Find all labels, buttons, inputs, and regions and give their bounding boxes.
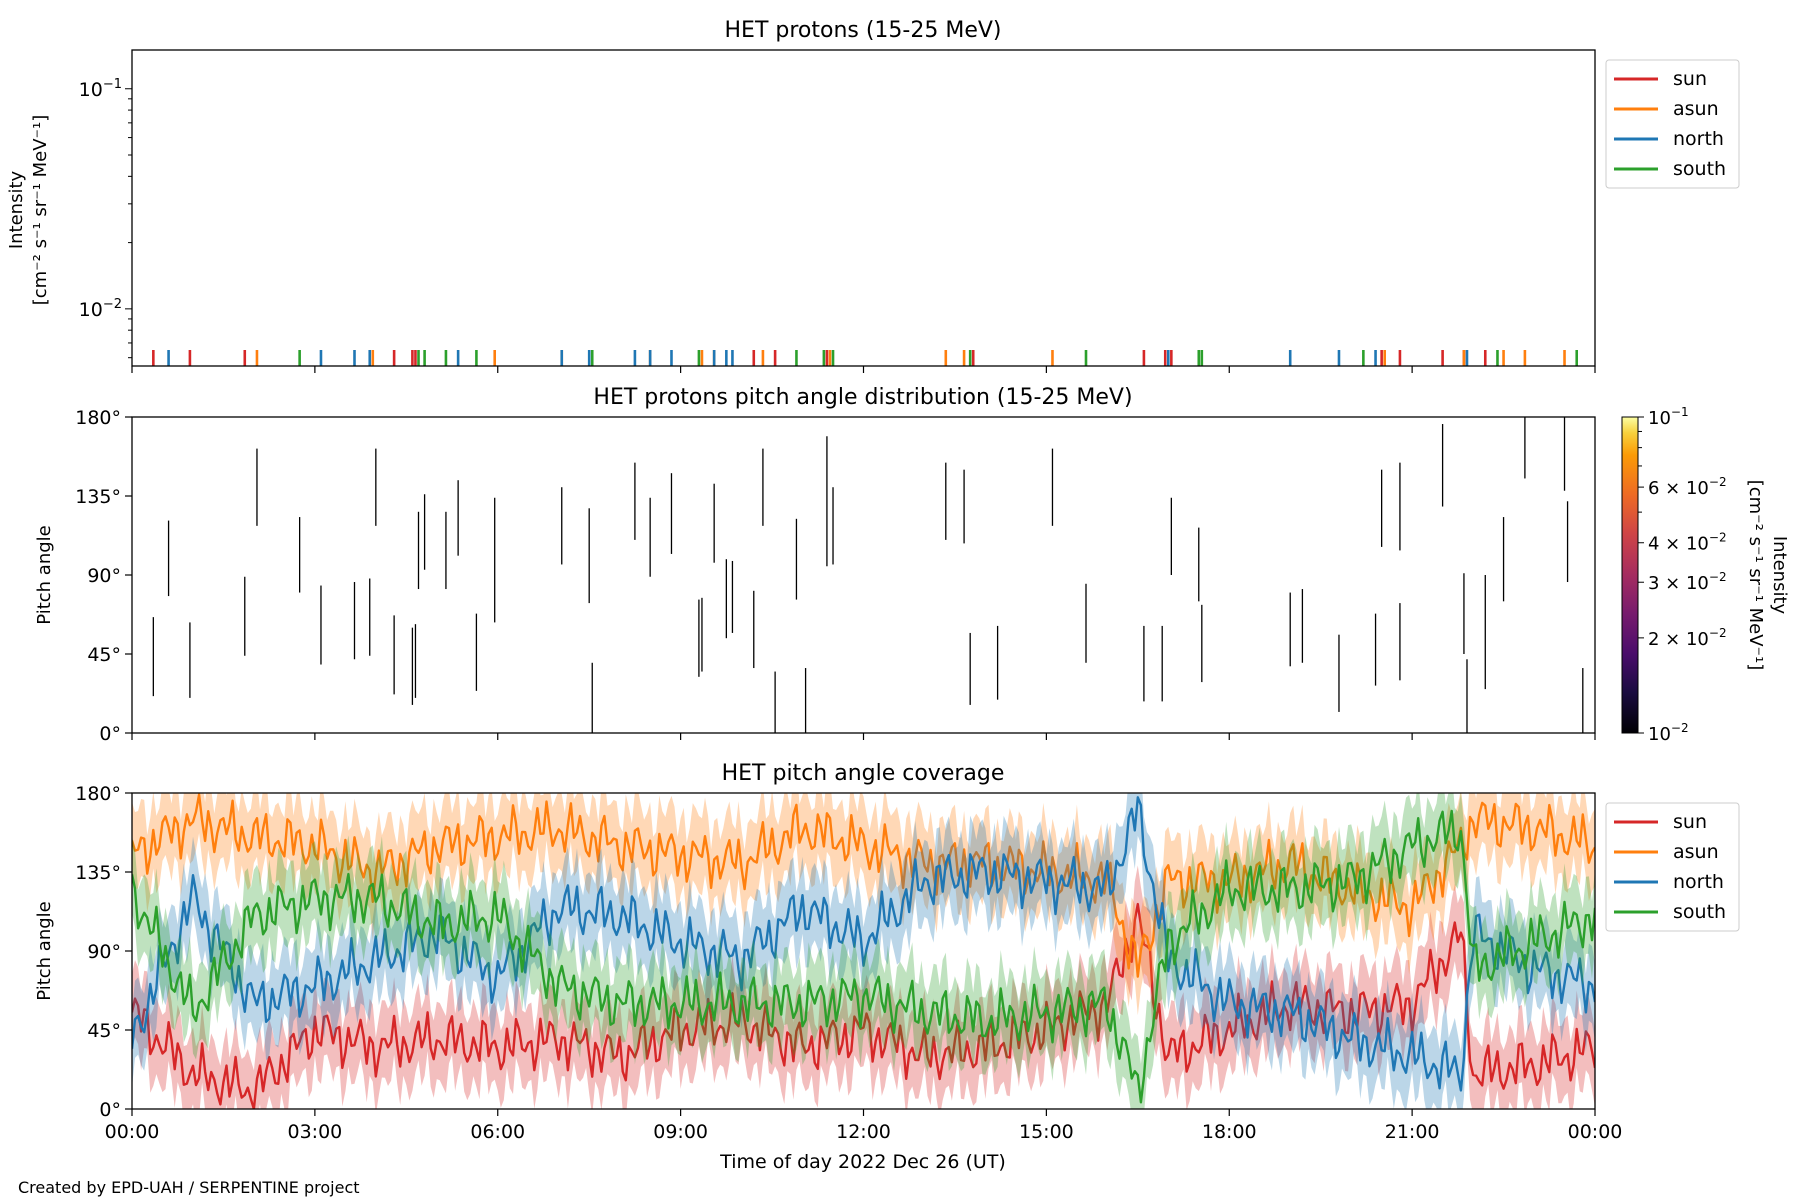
panel-pitch-distribution: HET protons pitch angle distribution (15… — [34, 385, 1790, 745]
legend-label-north: north — [1673, 871, 1724, 893]
legend-label-south: south — [1673, 158, 1726, 180]
x-axis-label: Time of day 2022 Dec 26 (UT) — [719, 1151, 1006, 1173]
line-sun — [132, 902, 1595, 1109]
panel1-ylabel-line2: [cm⁻² s⁻¹ sr⁻¹ MeV⁻¹] — [30, 115, 51, 306]
panel2-cells — [152, 417, 1584, 733]
band-south — [132, 793, 1595, 1109]
panel2-ylabel: Pitch angle — [34, 525, 55, 624]
panel1-ylabel-line1: Intensity — [6, 170, 27, 249]
x-tick-label: 06:00 — [470, 1121, 525, 1143]
legend-box — [1605, 802, 1740, 932]
legend-label-sun: sun — [1673, 68, 1707, 90]
y-tick-label: 0° — [99, 1099, 121, 1121]
y-tick-label: 90° — [87, 565, 121, 587]
y-tick-label: 180° — [75, 407, 121, 429]
x-tick-label: 21:00 — [1385, 1121, 1440, 1143]
line-north — [132, 796, 1595, 1092]
colorbar-gradient — [1621, 416, 1639, 734]
colorbar-tick-label: 10−2 — [1648, 721, 1689, 745]
y-tick-label: 135° — [75, 862, 121, 884]
line-south — [132, 809, 1595, 1104]
y-tick-label: 10−1 — [79, 77, 122, 101]
panel-intensity: HET protons (15-25 MeV) 10−1 10−2 Intensi… — [6, 18, 1740, 373]
legend-label-north: north — [1673, 128, 1724, 150]
colorbar-tick-label: 6 × 10−2 — [1648, 475, 1727, 499]
colorbar-tick-label: 3 × 10−2 — [1648, 570, 1727, 594]
x-tick-label: 09:00 — [653, 1121, 708, 1143]
legend-label-sun: sun — [1673, 811, 1707, 833]
legend-box — [1605, 59, 1740, 189]
y-tick-label: 180° — [75, 783, 121, 805]
x-tick-label: 00:00 — [1568, 1121, 1623, 1143]
colorbar-tick-label: 2 × 10−2 — [1648, 626, 1727, 650]
panel3-ylabel: Pitch angle — [34, 901, 55, 1000]
colorbar-label-line1: Intensity — [1769, 536, 1790, 615]
legend-label-south: south — [1673, 901, 1726, 923]
panel1-legend: sun asun north south — [1605, 59, 1740, 189]
panel3-title: HET pitch angle coverage — [722, 761, 1005, 786]
panel1-yticks: 10−1 10−2 — [79, 77, 132, 359]
colorbar: 10−1 6 × 10−2 4 × 10−2 3 × 10−2 2 × 10−2 10−2… — [1621, 405, 1790, 745]
colorbar-label-line2: [cm⁻² s⁻¹ sr⁻¹ MeV⁻¹] — [1745, 480, 1766, 671]
y-tick-label: 0° — [99, 723, 121, 745]
y-tick-label: 45° — [87, 644, 121, 666]
band-north — [132, 793, 1595, 1109]
line-asun — [132, 793, 1595, 978]
panel3-xticks: 00:00 03:00 06:00 09:00 12:00 15:00 18:00 21:00… — [105, 1109, 1623, 1143]
colorbar-tick-label: 4 × 10−2 — [1648, 531, 1727, 555]
panel1-spikes — [152, 350, 1579, 366]
credit-text: Created by EPD-UAH / SERPENTINE project — [18, 1178, 360, 1197]
panel3-legend: sun asun north south — [1605, 802, 1740, 932]
x-tick-label: 15:00 — [1019, 1121, 1074, 1143]
panel2-yticks: 0° 45° 90° 135° 180° — [75, 407, 132, 745]
colorbar-tick-label: 10−1 — [1648, 405, 1689, 429]
panel3-series — [132, 793, 1595, 1109]
panel1-title: HET protons (15-25 MeV) — [725, 18, 1002, 43]
panel3-yticks: 0° 45° 90° 135° 180° — [75, 783, 132, 1121]
x-tick-label: 00:00 — [105, 1121, 160, 1143]
y-tick-label: 135° — [75, 486, 121, 508]
panel2-title: HET protons pitch angle distribution (15… — [593, 385, 1132, 410]
y-tick-label: 10−2 — [79, 297, 122, 321]
colorbar-ticks: 10−1 6 × 10−2 4 × 10−2 3 × 10−2 2 × 10−2 10−2 — [1638, 405, 1727, 745]
panel1-frame — [131, 49, 1596, 367]
x-tick-label: 12:00 — [836, 1121, 891, 1143]
x-tick-label: 18:00 — [1202, 1121, 1257, 1143]
panel2-xticks — [131, 733, 1596, 740]
legend-label-asun: asun — [1673, 841, 1719, 863]
panel1-xticks — [131, 366, 1596, 373]
legend-label-asun: asun — [1673, 98, 1719, 120]
y-tick-label: 90° — [87, 941, 121, 963]
y-tick-label: 45° — [87, 1020, 121, 1042]
x-tick-label: 03:00 — [287, 1121, 342, 1143]
panel-pitch-coverage: HET pitch angle coverage 0° 45° 90° 135° 180… — [34, 761, 1740, 1173]
